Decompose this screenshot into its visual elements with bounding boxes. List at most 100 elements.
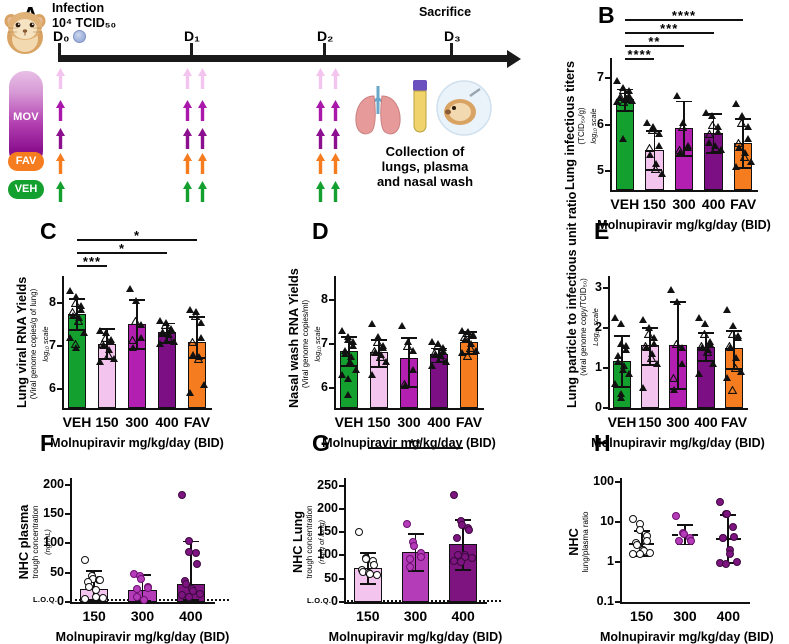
error-cap-lower-400	[159, 341, 175, 344]
x-tick-label-150: 150	[82, 608, 106, 624]
panel-c-lung-viral-rna-yields: C Lung viral RNA Yields (Viral genome copi…	[0, 218, 275, 451]
sacrifice-title: Sacrifice	[418, 5, 472, 19]
data-point-triangle	[104, 346, 113, 354]
significance-bar	[367, 447, 464, 449]
data-point-triangle	[188, 350, 197, 358]
data-point-triangle	[137, 320, 146, 328]
data-point-circle	[450, 491, 459, 500]
x-tick-label-veh: VEH	[62, 414, 92, 430]
error-cap-lower-300	[401, 385, 417, 388]
data-point-triangle	[367, 320, 376, 328]
panel-a-study-design: A Infection 10⁴ TCID₅₀ Sacrifice D₀ D₁ D…	[0, 0, 600, 215]
data-point-triangle	[714, 123, 723, 131]
data-point-open-triangle	[73, 316, 83, 325]
data-point-triangle	[666, 286, 675, 293]
dose-arrow-mov400-d1a	[183, 128, 192, 149]
data-point-triangle	[610, 380, 619, 387]
error-cap-upper-300	[677, 523, 693, 526]
data-point-circle	[453, 533, 462, 542]
error-bar-fav	[196, 316, 198, 357]
data-point-open-triangle	[465, 344, 475, 353]
y-tick-label: 100	[317, 547, 338, 562]
data-point-triangle	[709, 360, 718, 367]
y-axis-line	[344, 478, 346, 602]
dose-arrow-mov300-d2b	[331, 100, 340, 121]
data-point-triangle	[616, 394, 625, 401]
y-tick-label: 7	[597, 70, 604, 85]
data-point-open-triangle	[710, 144, 720, 153]
data-point-triangle	[400, 381, 409, 389]
dose-arrow-fav-d0	[56, 153, 65, 174]
timeline-axis	[58, 55, 508, 62]
y-axis-line	[62, 276, 64, 408]
data-point-triangle	[373, 333, 382, 341]
data-point-circle	[98, 594, 107, 603]
data-point-triangle	[367, 370, 376, 378]
data-point-triangle	[200, 380, 209, 388]
data-point-circle	[636, 526, 645, 535]
data-point-triangle	[625, 87, 634, 95]
data-point-open-triangle	[644, 330, 653, 338]
y-tick-label: 0	[595, 400, 602, 414]
error-cap-lower-300	[670, 388, 686, 390]
data-point-triangle	[343, 335, 352, 343]
data-point-triangle	[80, 329, 89, 337]
x-tick-label-300: 300	[672, 196, 696, 212]
data-point-circle	[81, 595, 90, 604]
error-bar-fav	[733, 330, 735, 368]
data-point-triangle	[678, 344, 687, 351]
y-tick-label: 1	[595, 360, 602, 374]
data-point-triangle	[98, 342, 107, 350]
bar-veh	[615, 99, 634, 190]
data-point-triangle	[714, 127, 722, 135]
y-tick-label: 5	[597, 163, 604, 178]
data-point-open-triangle	[375, 353, 385, 362]
x-tick-label-veh: VEH	[610, 196, 640, 212]
data-point-open-triangle	[707, 120, 717, 129]
data-point-triangle	[77, 305, 86, 313]
y-tick-label: 0	[331, 594, 338, 608]
error-cap-upper-fav	[189, 316, 205, 319]
x-axis-line	[620, 602, 750, 604]
data-point-circle	[464, 525, 473, 534]
data-point-open-triangle	[651, 165, 661, 173]
data-point-open-triangle	[161, 320, 170, 329]
significance-bar	[624, 19, 744, 21]
data-point-triangle	[610, 314, 619, 321]
data-point-triangle	[616, 93, 625, 101]
data-point-triangle	[694, 370, 703, 377]
significance-bar	[77, 239, 197, 241]
error-cap-lower-150	[646, 169, 663, 171]
group-pill-fav: FAV	[8, 152, 44, 171]
error-cap-lower-150	[642, 364, 658, 366]
data-point-triangle	[684, 144, 693, 152]
error-cap-lower-400	[455, 568, 472, 571]
error-bar-300	[408, 337, 410, 386]
significance-stars: ****	[627, 47, 652, 62]
error-bar-150	[366, 552, 369, 584]
data-point-circle	[132, 585, 141, 594]
error-bar-veh	[76, 298, 78, 330]
data-point-triangle	[340, 349, 349, 357]
y-tick-mark	[329, 343, 334, 345]
dose-arrow-mov150-d1a	[183, 68, 192, 89]
data-point-triangle	[654, 141, 663, 149]
data-point-circle	[733, 558, 742, 566]
data-point-open-triangle	[740, 153, 750, 162]
error-bar-400	[712, 113, 715, 152]
data-point-triangle	[734, 144, 743, 152]
error-cap-lower-150	[359, 583, 376, 586]
significance-stars: **	[409, 436, 422, 451]
error-cap-lower-fav	[461, 352, 477, 355]
data-point-circle	[405, 555, 414, 564]
data-point-triangle	[613, 358, 622, 365]
panel-letter-d: D	[312, 218, 329, 244]
data-point-triangle	[697, 344, 706, 351]
collection-line2: lungs, plasma	[381, 159, 469, 174]
panel-letter-b: B	[598, 2, 615, 28]
data-point-triangle	[737, 368, 746, 375]
group-pill-mov-label: MOV	[13, 111, 39, 123]
data-point-circle	[457, 558, 466, 567]
data-point-triangle	[622, 95, 631, 103]
x-axis-line	[334, 408, 484, 410]
